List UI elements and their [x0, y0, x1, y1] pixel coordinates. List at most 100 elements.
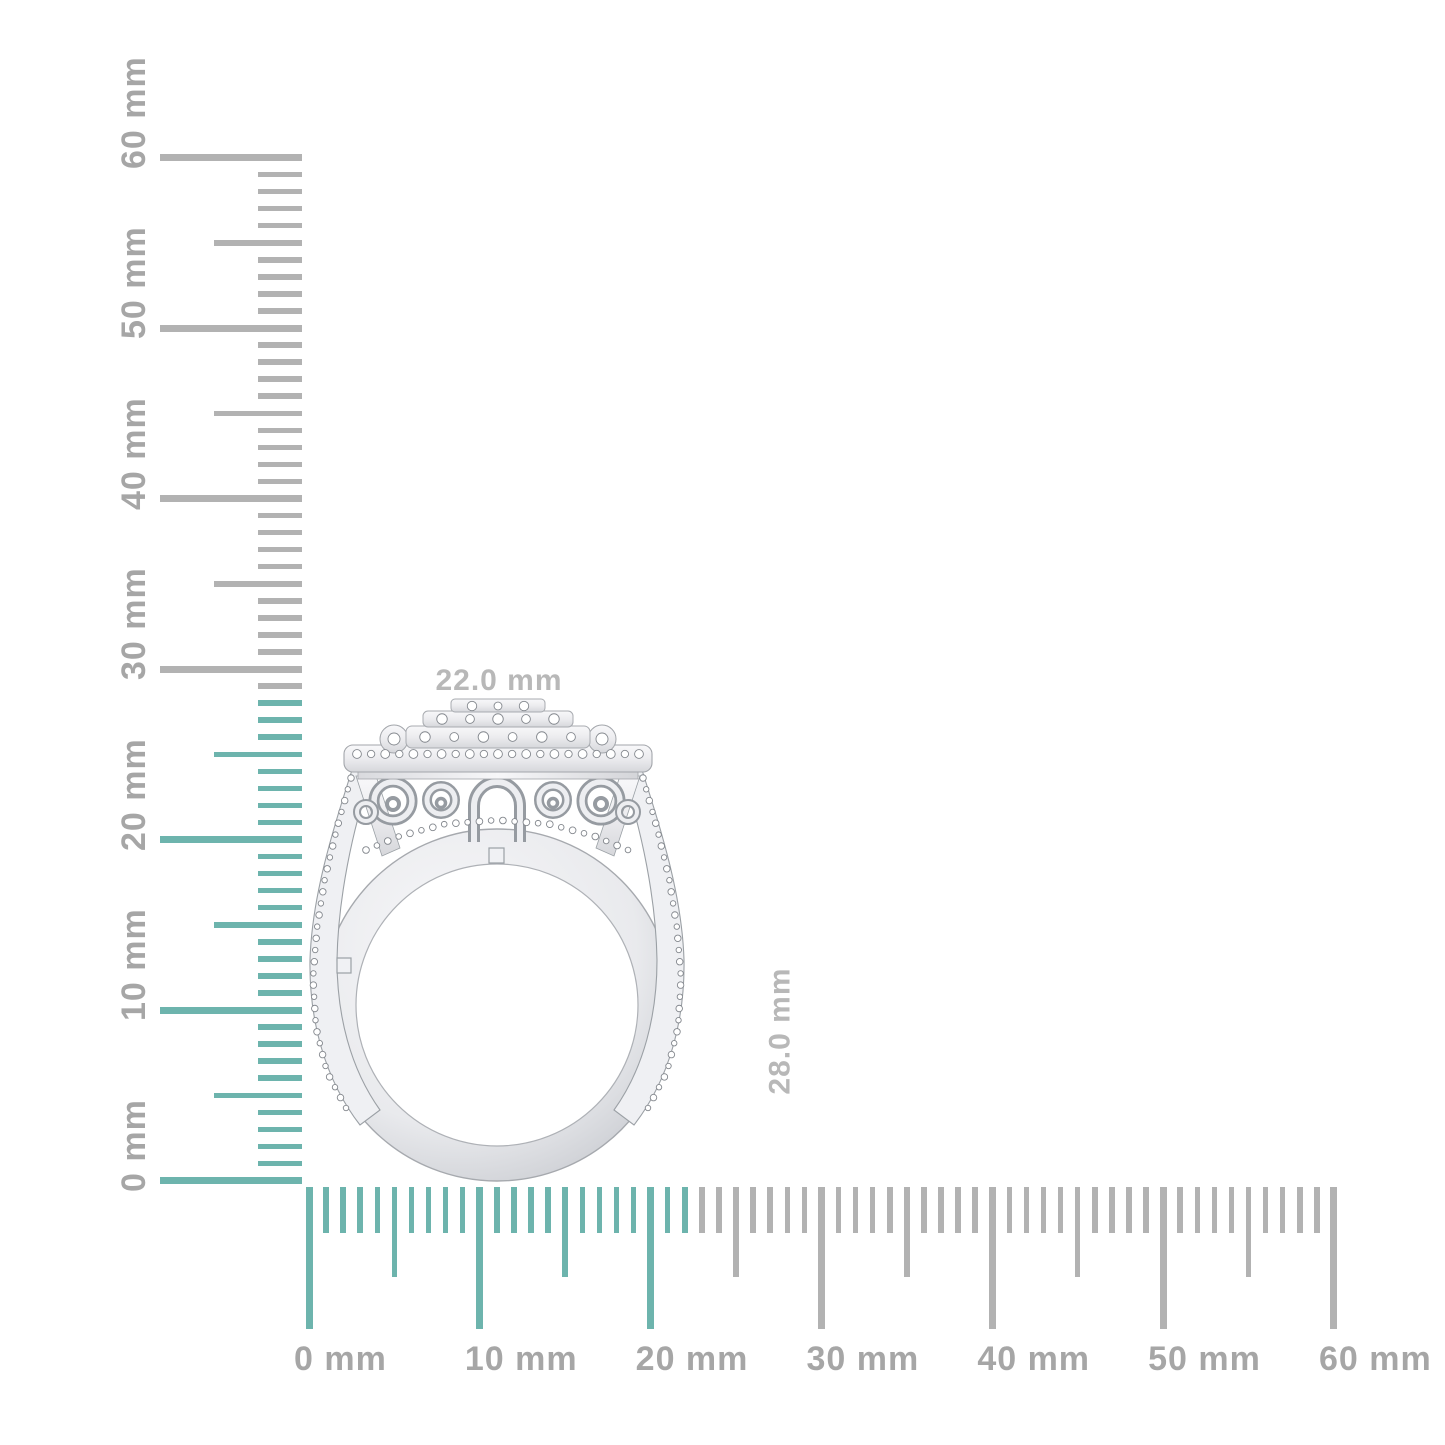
ring-width-label: 22.0 mm: [435, 664, 563, 697]
ruler-tick: [258, 632, 302, 638]
ring-notches: [336, 847, 505, 974]
ruler-tick: [214, 1092, 302, 1098]
ruler-tick: [258, 717, 302, 723]
ruler-tick: [258, 768, 302, 775]
ruler-tick: [1297, 1187, 1303, 1233]
ruler-tick: [160, 1006, 302, 1014]
ruler-tick: [258, 802, 302, 809]
ruler-tick: [682, 1187, 688, 1233]
ruler-tick: [258, 870, 302, 877]
ruler-tick: [258, 956, 302, 962]
ruler-tick: [1177, 1187, 1183, 1233]
ruler-tick: [214, 922, 302, 928]
ruler-tick: [1245, 1187, 1252, 1277]
ruler-tick: [258, 427, 302, 434]
ruler-tick: [750, 1187, 756, 1233]
ruler-tick: [545, 1187, 551, 1233]
ruler-tick: [921, 1187, 927, 1233]
ruler-tick: [425, 1187, 432, 1233]
ruler-tick: [258, 1024, 302, 1030]
ruler-tick: [562, 1187, 568, 1277]
ruler-tick: [596, 1187, 603, 1233]
ruler-label: 50 mm: [115, 226, 153, 339]
ruler-label: 0 mm: [294, 1340, 387, 1378]
ruler-tick: [214, 581, 302, 587]
ruler-tick: [817, 1187, 825, 1329]
ruler-tick: [258, 990, 302, 996]
ruler-tick: [258, 563, 302, 570]
ring-band: [320, 828, 674, 1182]
ruler-tick: [1092, 1187, 1098, 1233]
ruler-tick: [214, 410, 302, 416]
ruler-tick: [258, 342, 302, 348]
ruler-tick: [1211, 1187, 1218, 1233]
ruler-tick: [258, 376, 302, 382]
ruler-tick: [835, 1187, 842, 1233]
ruler-tick: [784, 1187, 791, 1233]
ruler-tick: [305, 1187, 313, 1329]
ruler-tick: [258, 734, 302, 740]
pave-stones: [309, 700, 685, 1112]
ruler-tick: [160, 495, 302, 502]
ruler-tick: [258, 904, 302, 911]
ruler-tick: [647, 1187, 655, 1329]
ruler-tick: [1109, 1187, 1115, 1233]
ruler-tick: [1143, 1187, 1149, 1233]
ruler-tick: [1330, 1187, 1338, 1329]
ruler-label: 40 mm: [115, 396, 153, 510]
ruler-tick: [258, 171, 302, 178]
ruler-tick: [258, 615, 302, 621]
ruler-tick: [160, 836, 302, 843]
ruler-tick: [160, 154, 302, 161]
ruler-tick: [258, 257, 302, 263]
ruler-label: 30 mm: [115, 567, 153, 680]
ruler-tick: [258, 853, 302, 860]
ruler-label: 40 mm: [977, 1340, 1091, 1378]
ruler-tick: [955, 1187, 961, 1233]
ruler-label: 60 mm: [1318, 1340, 1432, 1378]
ruler-tick: [852, 1187, 859, 1233]
ruler-tick: [258, 1109, 302, 1116]
ruler-tick: [904, 1187, 910, 1277]
ruler-tick: [258, 529, 302, 536]
ruler-tick: [214, 751, 302, 757]
ruler-tick: [494, 1187, 500, 1233]
ruler-label: 30 mm: [806, 1340, 920, 1378]
ruler-tick: [258, 1160, 302, 1167]
ruler-tick: [459, 1187, 466, 1233]
ruler-tick: [374, 1187, 381, 1233]
ruler-tick: [160, 665, 302, 673]
ruler-tick: [258, 393, 302, 399]
ruler-tick: [258, 1058, 302, 1064]
ruler-tick: [391, 1187, 398, 1277]
ruler-tick: [258, 1075, 302, 1081]
ruler-tick: [258, 308, 302, 314]
ruler-label: 60 mm: [115, 55, 153, 169]
ruler-tick: [1228, 1187, 1235, 1233]
ruler-tick: [1279, 1187, 1286, 1233]
ruler-tick: [258, 461, 302, 468]
ruler-tick: [476, 1187, 484, 1329]
ruler-tick: [408, 1187, 415, 1233]
ruler-tick: [1194, 1187, 1201, 1233]
ring-height-label: 28.0 mm: [733, 951, 860, 1095]
ruler-tick: [258, 1143, 302, 1150]
ruler-tick: [767, 1187, 773, 1233]
ruler-tick: [258, 939, 302, 945]
ruler-label: 10 mm: [464, 1340, 578, 1378]
ruler-tick: [938, 1187, 944, 1233]
ruler-tick: [988, 1187, 996, 1329]
ruler-tick: [1262, 1187, 1269, 1233]
ruler-tick: [258, 274, 302, 280]
ruler-label: 50 mm: [1148, 1340, 1261, 1378]
ruler-tick: [258, 512, 302, 519]
ruler-label: 0 mm: [115, 1098, 153, 1192]
ruler-tick: [579, 1187, 586, 1233]
ring-image: [309, 698, 685, 1182]
ruler-tick: [214, 240, 302, 246]
ruler-tick: [323, 1187, 329, 1233]
ruler-tick: [801, 1187, 808, 1233]
ruler-tick: [1057, 1187, 1064, 1233]
ring-height-label-text: 28.0 mm: [763, 967, 797, 1095]
